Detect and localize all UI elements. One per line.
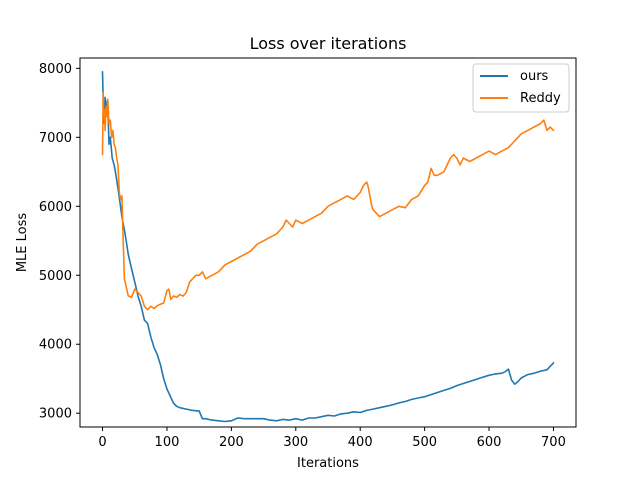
x-tick-label: 400 — [348, 435, 373, 450]
x-tick-label: 300 — [283, 435, 308, 450]
y-tick-label: 7000 — [39, 131, 72, 146]
chart-title: Loss over iterations — [250, 34, 407, 53]
series-line-ours — [101, 71, 555, 423]
x-axis-title: Iterations — [297, 456, 359, 471]
y-tick-label: 3000 — [39, 407, 72, 422]
y-axis-title: MLE Loss — [15, 213, 30, 273]
y-tick-label: 6000 — [39, 200, 72, 215]
x-tick-label: 100 — [155, 435, 180, 450]
series-layer — [101, 71, 555, 423]
legend-label-ours: ours — [520, 69, 549, 84]
y-tick-label: 8000 — [39, 62, 72, 77]
x-tick-label: 500 — [412, 435, 437, 450]
legend-label-reddy: Reddy — [520, 91, 561, 106]
plot-frame — [79, 57, 577, 428]
x-tick-label: 200 — [219, 435, 244, 450]
x-tick-label: 0 — [98, 435, 106, 450]
x-tick-label: 600 — [477, 435, 502, 450]
series-line-reddy — [101, 91, 555, 311]
axis-layer: 0 100 200 300 400 500 600 700 3000 4000 5000 6000 70… — [39, 62, 566, 450]
y-tick-label: 5000 — [39, 269, 72, 284]
legend: ours Reddy — [472, 63, 570, 113]
y-tick-label: 4000 — [39, 338, 72, 353]
x-tick-label: 700 — [541, 435, 566, 450]
